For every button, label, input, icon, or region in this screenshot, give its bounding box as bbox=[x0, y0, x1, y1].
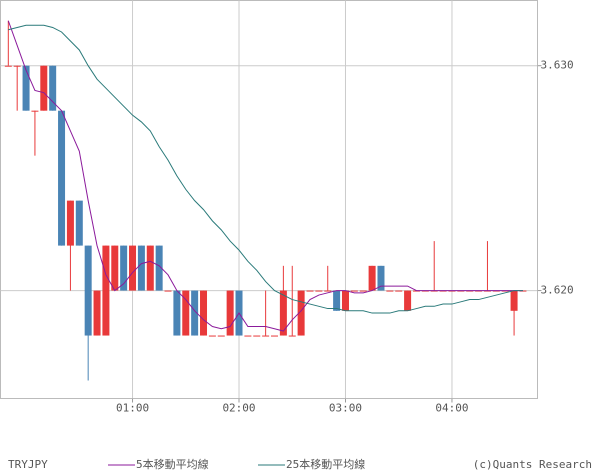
candle-body bbox=[297, 290, 305, 336]
legend-label: 25本移動平均線 bbox=[286, 457, 365, 471]
candle-body bbox=[58, 110, 66, 246]
candle-body bbox=[333, 290, 341, 311]
candle-body bbox=[75, 200, 83, 246]
candle-body bbox=[111, 245, 119, 291]
moving-average-line bbox=[8, 24, 523, 314]
candle-body bbox=[359, 290, 367, 292]
candle-body bbox=[129, 245, 137, 291]
candle-body bbox=[386, 290, 394, 292]
candle-body bbox=[173, 290, 181, 336]
candle-body bbox=[13, 65, 21, 67]
candle-body bbox=[22, 65, 30, 111]
candle-body bbox=[341, 290, 349, 311]
x-tick-label: 04:00 bbox=[435, 402, 468, 415]
credit: (c)Quants Research bbox=[473, 458, 592, 471]
candle-body bbox=[155, 245, 163, 291]
candle-body bbox=[253, 335, 261, 337]
candle-body bbox=[31, 110, 39, 112]
moving-average-line bbox=[7, 20, 523, 332]
candle-body bbox=[146, 245, 154, 291]
candle-body bbox=[377, 265, 385, 291]
x-tick-label: 03:00 bbox=[329, 402, 362, 415]
candle-body bbox=[182, 290, 190, 336]
candle-body bbox=[66, 200, 74, 246]
y-tick-label: 3.620 bbox=[541, 284, 574, 297]
candle-body bbox=[208, 335, 216, 337]
plot-area bbox=[0, 0, 538, 399]
candle-body bbox=[315, 290, 323, 292]
candle-body bbox=[191, 290, 199, 336]
candle-body bbox=[40, 65, 48, 111]
candle-body bbox=[217, 335, 225, 337]
candle-body bbox=[288, 335, 296, 337]
candle-body bbox=[324, 290, 332, 292]
y-tick-label: 3.630 bbox=[541, 59, 574, 72]
candle-body bbox=[102, 245, 110, 336]
candle-body bbox=[226, 290, 234, 336]
candle-body bbox=[262, 335, 270, 337]
candle-body bbox=[137, 245, 145, 291]
candle-body bbox=[368, 265, 376, 291]
candle-body bbox=[4, 65, 12, 67]
candle-body bbox=[279, 290, 287, 336]
x-tick-label: 02:00 bbox=[222, 402, 255, 415]
legend-label: 5本移動平均線 bbox=[136, 457, 209, 471]
candle-body bbox=[84, 245, 92, 336]
candle-body bbox=[271, 335, 279, 337]
candle-body bbox=[164, 290, 172, 292]
candle-body bbox=[49, 65, 57, 111]
candle-body bbox=[395, 290, 403, 292]
candle-body bbox=[93, 290, 101, 336]
x-tick-label: 01:00 bbox=[116, 402, 149, 415]
candle-body bbox=[404, 290, 412, 311]
candle-body bbox=[200, 290, 208, 336]
candle-body bbox=[350, 290, 358, 292]
candle-body bbox=[120, 245, 128, 291]
candle-body bbox=[244, 335, 252, 337]
symbol-label: TRYJPY bbox=[8, 458, 48, 471]
candle-body bbox=[306, 290, 314, 292]
candle-body bbox=[510, 290, 518, 311]
